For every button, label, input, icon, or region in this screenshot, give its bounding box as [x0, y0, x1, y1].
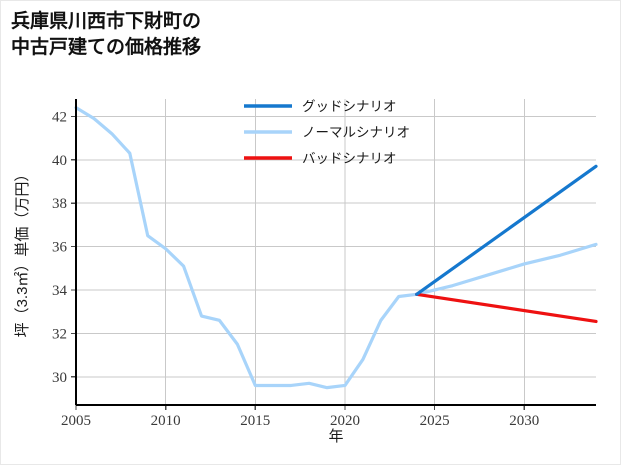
y-tick-label: 32 — [52, 326, 67, 342]
y-tick-labels: 30 32 34 36 38 40 42 — [52, 109, 68, 385]
x-tick-label: 2005 — [61, 413, 91, 429]
series-line-グッドシナリオ — [415, 164, 598, 296]
y-tick-label: 38 — [52, 196, 67, 212]
legend-label-ノーマルシナリオ: ノーマルシナリオ — [302, 125, 410, 140]
series-line-バッドシナリオ — [415, 292, 598, 324]
legend-label-グッドシナリオ: グッドシナリオ — [302, 99, 397, 114]
x-tick-label: 2015 — [240, 413, 270, 429]
legend-label-バッドシナリオ: バッドシナリオ — [302, 151, 397, 166]
x-tick-label: 2025 — [420, 413, 450, 429]
series-line-ノーマルシナリオ — [74, 106, 598, 390]
x-tick-label: 2020 — [330, 413, 360, 429]
series-group — [74, 106, 598, 390]
x-axis-label: 年 — [328, 428, 343, 445]
y-tick-label: 30 — [52, 370, 67, 386]
x-tick-label: 2030 — [509, 413, 539, 429]
y-tick-label: 36 — [52, 240, 68, 256]
y-tick-label: 40 — [52, 153, 67, 169]
x-tick-label: 2010 — [151, 413, 181, 429]
y-tick-label: 34 — [52, 283, 68, 299]
x-tick-labels: 2005 2010 2015 2020 2025 2030 — [61, 413, 539, 429]
axis-spines — [74, 99, 596, 407]
gridlines-group — [75, 99, 596, 405]
tickmarks-group — [71, 115, 525, 410]
y-tick-label: 42 — [52, 109, 67, 125]
y-axis-label: 坪（3.3㎡）単価（万円） — [14, 167, 31, 338]
page-title: 兵庫県川西市下財町の 中古戸建ての価格推移 — [11, 11, 202, 58]
